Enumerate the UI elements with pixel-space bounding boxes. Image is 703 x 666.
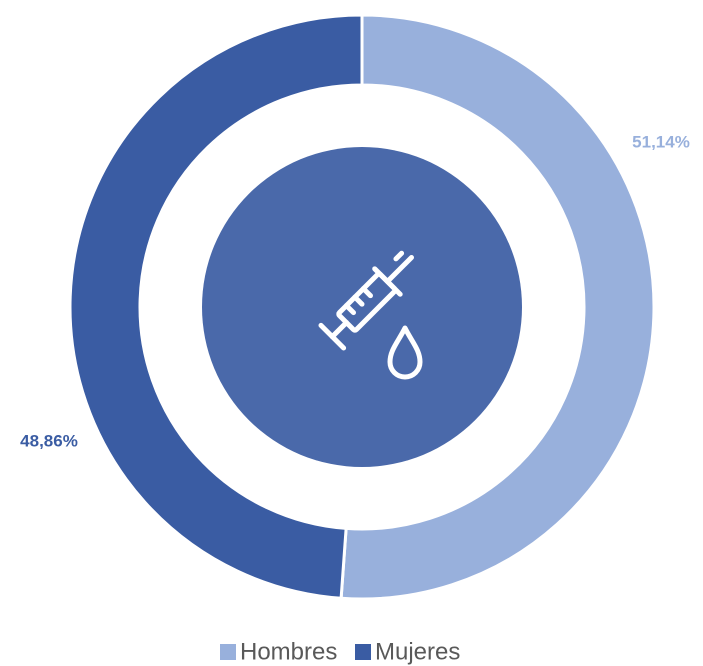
value-label: 48,86%	[20, 431, 78, 450]
donut-slice	[339, 13, 656, 601]
syringe-icon	[318, 250, 414, 351]
drop-icon	[387, 325, 423, 380]
legend-swatch	[220, 644, 236, 660]
value-label: 51,14%	[632, 132, 690, 151]
legend-label: Mujeres	[375, 638, 460, 665]
legend-swatch	[355, 644, 371, 660]
legend-label: Hombres	[240, 638, 337, 665]
center-disc	[202, 147, 522, 467]
donut-slice	[68, 13, 364, 600]
